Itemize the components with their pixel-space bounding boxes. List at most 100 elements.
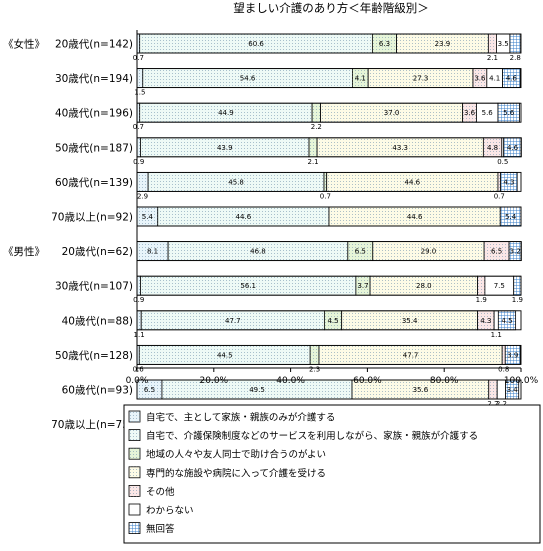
- bar-segment-texture: [326, 172, 498, 192]
- row-label: 40歳代(n=88): [62, 315, 133, 327]
- data-label: 0.6: [133, 365, 145, 373]
- bar-segment-texture: [473, 68, 487, 88]
- data-label: 4.3: [480, 317, 491, 325]
- bar-segment-texture: [317, 137, 484, 157]
- data-label: 35.4: [402, 317, 418, 325]
- row-label: 30歳代(n=194): [55, 73, 133, 85]
- data-label: 5.6: [482, 109, 494, 117]
- bar-segment-texture: [370, 276, 478, 296]
- data-label: 60.6: [248, 40, 264, 48]
- x-tick-label: 80.0%: [430, 376, 459, 386]
- bar-segment-texture: [137, 276, 141, 296]
- bar-segment-texture: [137, 380, 162, 399]
- data-label: 28.0: [416, 282, 432, 290]
- data-label: 56.1: [240, 282, 256, 290]
- bar-segment-texture: [137, 103, 140, 123]
- legend-entry: 地域の人々や友人同士で助け合うのがよい: [146, 449, 326, 461]
- bar-segment-texture: [324, 310, 342, 330]
- legend-swatch-texture: [129, 429, 140, 441]
- data-label: 46.8: [250, 248, 266, 256]
- bar-segment-texture: [372, 34, 397, 53]
- bar-segment-texture: [309, 137, 318, 157]
- data-label: 0.7: [320, 192, 331, 200]
- x-tick-label: 100.0%: [504, 376, 539, 386]
- row-label: 60歳代(n=139): [55, 177, 133, 189]
- data-label: 0.8: [498, 365, 509, 373]
- bar-segment-texture: [137, 207, 158, 226]
- legend-entry: 自宅で、介護保険制度などのサービスを利用しながら、家族・親族が介護する: [146, 430, 478, 442]
- data-label: 37.0: [384, 109, 400, 117]
- data-label: 4.1: [355, 75, 366, 83]
- data-label: 3.5: [498, 40, 509, 48]
- data-label: 4.6: [506, 75, 518, 83]
- data-label: 5.4: [505, 213, 517, 221]
- data-label: 29.0: [421, 248, 437, 256]
- bar-segment-texture: [368, 68, 473, 88]
- bar-segment-texture: [168, 241, 348, 261]
- legend-box: [123, 404, 541, 544]
- bar-segment: [493, 310, 499, 331]
- row-label: 30歳代(n=107): [55, 281, 133, 293]
- data-label: 0.7: [133, 123, 144, 131]
- x-tick-label: 20.0%: [200, 376, 229, 386]
- legend-entry: 専門的な施設や病院に入って介護を受ける: [146, 467, 326, 479]
- bar-segment-texture: [137, 172, 149, 192]
- data-label: 47.7: [403, 351, 419, 359]
- data-label: 6.3: [379, 40, 390, 48]
- data-label: 44.6: [405, 178, 421, 186]
- data-label: 2.8: [510, 54, 521, 62]
- bar-segment-texture: [477, 310, 495, 330]
- data-label: 35.6: [413, 386, 429, 394]
- bar-segment-texture: [497, 172, 501, 192]
- data-label: 2.2: [311, 123, 322, 131]
- row-label: 20歳代(n=62): [62, 246, 133, 258]
- bar-segment-texture: [137, 137, 141, 157]
- bar-segment-texture: [341, 310, 478, 330]
- data-label: 2.2: [496, 400, 507, 408]
- data-label: 2.1: [487, 54, 498, 62]
- data-label: 7.5: [494, 282, 505, 290]
- data-label: 1.9: [476, 296, 487, 304]
- data-label: 4.8: [487, 144, 498, 152]
- data-label: 5.4: [142, 213, 154, 221]
- data-label: 4.3: [503, 178, 514, 186]
- bar-segment-texture: [310, 345, 320, 365]
- legend-swatch: [128, 503, 141, 516]
- data-label: 45.8: [228, 178, 244, 186]
- data-label: 8.1: [147, 248, 158, 256]
- data-label: 3.2: [510, 248, 521, 256]
- bar-segment-texture: [148, 172, 325, 192]
- bar-segment-texture: [352, 68, 369, 88]
- bar-segment-texture: [140, 276, 356, 296]
- data-label: 3.4: [507, 386, 519, 394]
- bar-segment-texture: [396, 34, 489, 53]
- data-label: 4.1: [489, 75, 500, 83]
- row-label: 70歳以上(n=75): [51, 419, 133, 431]
- x-tick-label: 40.0%: [276, 376, 305, 386]
- group-label: 《男性》: [3, 245, 45, 258]
- data-label: 44.6: [236, 213, 252, 221]
- bar-segment-texture: [161, 380, 353, 399]
- bar-segment: [513, 275, 522, 296]
- data-label: 3.9: [507, 351, 518, 359]
- bar-segment-texture: [139, 345, 311, 365]
- data-label: 0.9: [133, 296, 144, 304]
- bar-segment-texture: [347, 241, 373, 261]
- row-label: 50歳代(n=128): [55, 350, 133, 362]
- bar-segment-texture: [319, 345, 503, 365]
- x-tick-label: 0.0%: [126, 376, 149, 386]
- legend-swatch: [128, 522, 141, 534]
- row-label: 40歳代(n=196): [55, 108, 133, 120]
- legend-swatch-texture: [129, 411, 140, 422]
- data-label: 6.5: [491, 248, 502, 256]
- data-label: 2.3: [309, 365, 320, 373]
- bar-segment-texture: [462, 103, 477, 123]
- data-label: 0.7: [133, 54, 144, 62]
- data-label: 0.9: [133, 158, 144, 166]
- data-label: 0.5: [497, 158, 508, 166]
- legend-entry: その他: [146, 486, 175, 498]
- bar-segment-texture: [142, 68, 353, 88]
- bar-outline: [136, 379, 522, 400]
- bar-segment-texture: [137, 241, 169, 261]
- legend-entry: 自宅で、主として家族・親族のみが介護する: [146, 412, 335, 424]
